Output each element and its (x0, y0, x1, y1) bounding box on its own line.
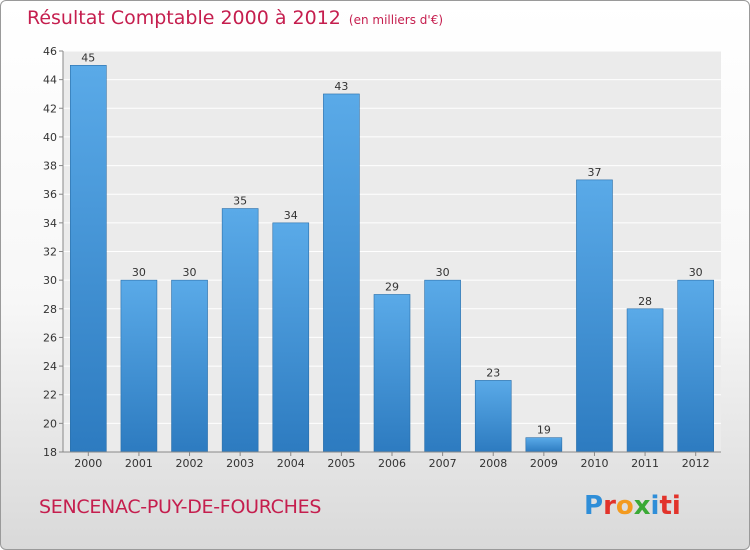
bar (373, 294, 411, 453)
y-tick-label: 24 (43, 360, 57, 373)
data-label: 28 (638, 295, 652, 308)
y-tick-label: 30 (43, 274, 57, 287)
x-tick-label: 2011 (631, 457, 659, 470)
logo-letter: P (584, 491, 604, 521)
y-tick-label: 46 (43, 45, 57, 58)
bar (474, 380, 512, 453)
bars: 45 30 30 35 34 43 29 30 23 19 37 28 30 (70, 51, 714, 453)
data-label: 37 (587, 166, 601, 179)
data-label: 35 (233, 195, 247, 208)
chart-title: Résultat Comptable 2000 à 2012 (en millie… (27, 7, 443, 29)
x-axis: 2000 2001 2002 2003 2004 2005 2006 2007 2008 2009… (63, 451, 721, 470)
logo-letter: ti (659, 491, 681, 521)
chart-subtitle: (en milliers d'€) (348, 13, 444, 27)
data-label: 43 (334, 80, 348, 93)
chart-title-text: Résultat Comptable 2000 à 2012 (27, 7, 341, 29)
bar (120, 279, 158, 453)
x-tick-label: 2000 (74, 457, 102, 470)
x-tick-label: 2008 (479, 457, 507, 470)
bar (221, 208, 259, 453)
y-tick-label: 26 (43, 331, 57, 344)
x-tick-label: 2004 (277, 457, 305, 470)
bar (525, 437, 563, 453)
x-tick-label: 2005 (327, 457, 355, 470)
x-tick-label: 2001 (125, 457, 153, 470)
logo-letter: o (615, 491, 634, 521)
data-label: 30 (436, 266, 450, 279)
data-label: 45 (81, 51, 95, 64)
data-label: 23 (486, 366, 500, 379)
y-tick-label: 36 (43, 188, 57, 201)
x-tick-label: 2002 (176, 457, 204, 470)
bar (626, 308, 664, 453)
y-tick-label: 28 (43, 303, 57, 316)
y-tick-label: 44 (43, 74, 57, 87)
bar (272, 222, 310, 453)
x-tick-label: 2003 (226, 457, 254, 470)
bar (576, 179, 613, 453)
y-tick-label: 34 (43, 217, 57, 230)
logo-letter: i (650, 491, 660, 521)
data-label: 30 (132, 266, 146, 279)
y-tick-label: 32 (43, 246, 57, 259)
town-name: SENCENAC-PUY-DE-FOURCHES (39, 496, 322, 518)
data-label: 30 (183, 266, 197, 279)
x-tick-label: 2012 (682, 457, 710, 470)
proxiti-logo[interactable]: Proxiti (584, 491, 681, 521)
x-tick-label: 2010 (580, 457, 608, 470)
logo-letter: r (603, 491, 616, 521)
logo-letter: x (633, 491, 651, 521)
bar (424, 279, 461, 453)
y-tick-label: 22 (43, 389, 57, 402)
bar (677, 279, 714, 453)
y-tick-label: 18 (43, 446, 57, 459)
y-tick-label: 38 (43, 160, 57, 173)
data-label: 19 (537, 424, 551, 437)
data-label: 34 (284, 209, 298, 222)
x-tick-label: 2007 (429, 457, 457, 470)
y-tick-label: 20 (43, 417, 57, 430)
y-tick-label: 40 (43, 131, 57, 144)
y-tick-label: 42 (43, 102, 57, 115)
bar (171, 279, 208, 453)
y-axis: 18 20 22 24 26 28 30 32 34 36 38 40 42 44 46 (43, 45, 64, 459)
bar (70, 65, 107, 453)
data-label: 29 (385, 280, 399, 293)
x-tick-label: 2009 (530, 457, 558, 470)
x-tick-label: 2006 (378, 457, 406, 470)
bar (323, 93, 360, 453)
data-label: 30 (689, 266, 703, 279)
